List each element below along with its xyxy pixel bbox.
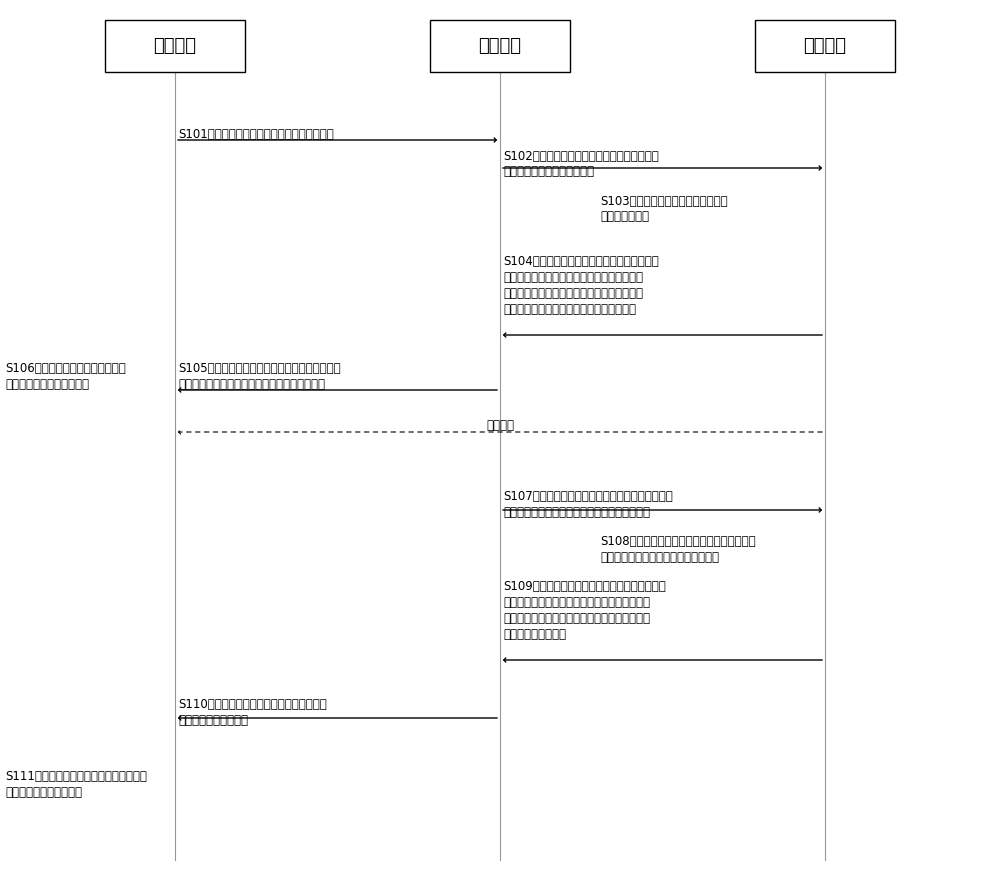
Text: 网络设备: 网络设备 bbox=[479, 37, 522, 55]
Text: 针对用户的远程认证结果: 针对用户的远程认证结果 bbox=[5, 786, 82, 799]
Text: 第二设备: 第二设备 bbox=[804, 37, 846, 55]
Text: 送针对用户的视频呼叫请求，以通过网络设备: 送针对用户的视频呼叫请求，以通过网络设备 bbox=[503, 271, 643, 284]
Text: 用户的服务请求: 用户的服务请求 bbox=[600, 210, 649, 223]
Text: 并将服务请求发送至第二设备: 并将服务请求发送至第二设备 bbox=[503, 165, 594, 178]
Bar bbox=[430, 20, 570, 72]
Text: S109：将针对用户的远程认证结果经由网络设备: S109：将针对用户的远程认证结果经由网络设备 bbox=[503, 580, 666, 593]
Text: 第一设备: 第一设备 bbox=[154, 37, 196, 55]
Text: S101：将来自用户的服务请求发送至网络设备: S101：将来自用户的服务请求发送至网络设备 bbox=[178, 128, 334, 141]
Text: S104：根据客服人员的呼叫指示向网络设备发: S104：根据客服人员的呼叫指示向网络设备发 bbox=[503, 255, 659, 268]
Text: 提供给第一设备，其中，由客服人员根据智能认: 提供给第一设备，其中，由客服人员根据智能认 bbox=[503, 596, 650, 609]
Bar bbox=[755, 20, 895, 72]
Text: S111：经由网络设备接收来自第二设备的: S111：经由网络设备接收来自第二设备的 bbox=[5, 770, 147, 783]
Text: S107：根据视频连接对用户进行智能认证，获得智: S107：根据视频连接对用户进行智能认证，获得智 bbox=[503, 490, 673, 503]
Text: S110：将来自第二设备的针对用户的远程认: S110：将来自第二设备的针对用户的远程认 bbox=[178, 698, 327, 711]
Text: S108：接收并显示来自网络设备的基于视频连: S108：接收并显示来自网络设备的基于视频连 bbox=[600, 535, 756, 548]
Text: S106：通过网络设备建立第一设备: S106：通过网络设备建立第一设备 bbox=[5, 362, 126, 375]
Text: 证结果以及基于视频连接对用户进行的活体认证: 证结果以及基于视频连接对用户进行的活体认证 bbox=[503, 612, 650, 625]
Text: 请求，建立第一设备与第二设备之间的视频连接: 请求，建立第一设备与第二设备之间的视频连接 bbox=[178, 378, 325, 391]
Text: 接对用户进行智能认证的智能认证结果: 接对用户进行智能认证的智能认证结果 bbox=[600, 551, 719, 564]
Text: 频连接用于对用户进行活体认证和智能认证: 频连接用于对用户进行活体认证和智能认证 bbox=[503, 303, 636, 316]
Text: 与第二设备之间的视频连接: 与第二设备之间的视频连接 bbox=[5, 378, 89, 391]
Text: 建立与第一设备之间的视频连接，其中，该视: 建立与第一设备之间的视频连接，其中，该视 bbox=[503, 287, 643, 300]
Text: S103：接收并显示来自网络设备的、: S103：接收并显示来自网络设备的、 bbox=[600, 195, 728, 208]
Text: S102：接收来自第一设备的用户的服务请求，: S102：接收来自第一设备的用户的服务请求， bbox=[503, 150, 659, 163]
Text: S105：根据来自第二设备的针对用户的视频呼叫: S105：根据来自第二设备的针对用户的视频呼叫 bbox=[178, 362, 341, 375]
Text: 证结果转发给第一设备: 证结果转发给第一设备 bbox=[178, 714, 248, 727]
Text: 视频连接: 视频连接 bbox=[486, 419, 514, 432]
Bar bbox=[105, 20, 245, 72]
Text: 来确定远程认证结果: 来确定远程认证结果 bbox=[503, 628, 566, 641]
Text: 能认证结果，并将智能认证结果发送至第二设备: 能认证结果，并将智能认证结果发送至第二设备 bbox=[503, 506, 650, 519]
